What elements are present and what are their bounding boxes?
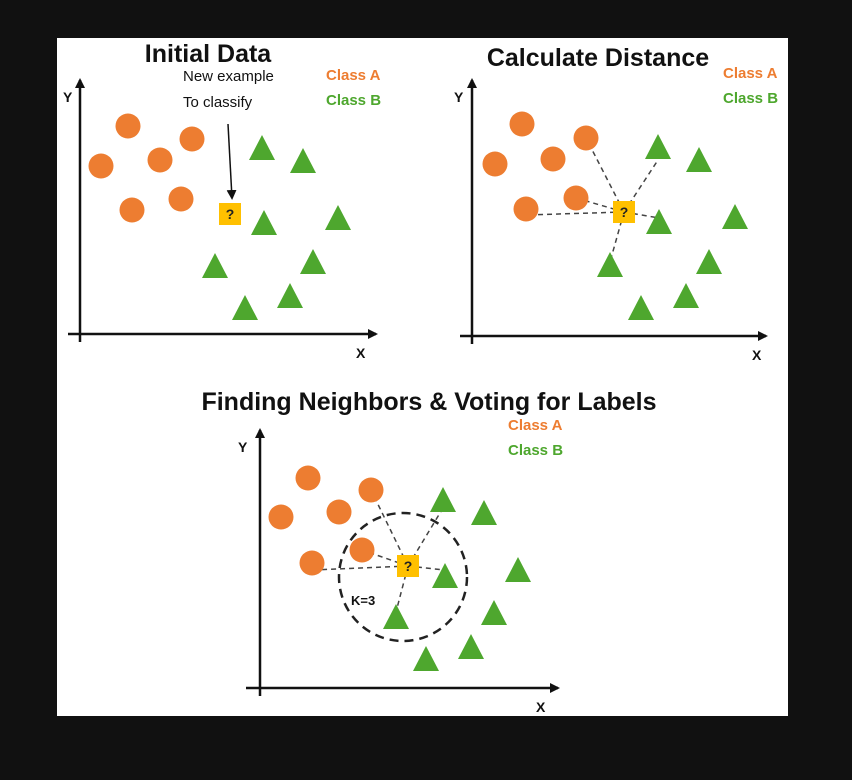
unknown-point: ? bbox=[219, 203, 241, 225]
class-b-point bbox=[325, 205, 351, 230]
class-b-point bbox=[481, 600, 507, 625]
y-axis-label: Y bbox=[454, 89, 464, 105]
class-b-point bbox=[458, 634, 484, 659]
unknown-point: ? bbox=[397, 555, 419, 577]
panel-initial-data: Initial Data Y X New example To classify… bbox=[63, 40, 381, 361]
distance-line bbox=[525, 211, 625, 216]
class-a-points bbox=[88, 113, 205, 223]
class-a-points bbox=[268, 465, 384, 576]
class-b-point bbox=[300, 249, 326, 274]
distance-line bbox=[395, 565, 409, 613]
white-panel bbox=[57, 38, 788, 716]
unknown-point: ? bbox=[613, 201, 635, 223]
class-b-points bbox=[383, 487, 531, 671]
class-b-point bbox=[232, 295, 258, 320]
unknown-point-label: ? bbox=[620, 204, 629, 220]
class-b-point bbox=[432, 563, 458, 588]
class-a-point bbox=[295, 465, 321, 491]
annotation-line-1: New example bbox=[183, 68, 274, 85]
distance-line bbox=[623, 211, 660, 219]
legend-class-b: Class B bbox=[326, 92, 381, 109]
y-axis-label: Y bbox=[238, 439, 248, 455]
class-a-point bbox=[349, 537, 375, 563]
class-a-point bbox=[179, 126, 205, 152]
legend-class-a: Class A bbox=[723, 65, 778, 82]
class-b-point bbox=[673, 283, 699, 308]
axes: Y X bbox=[238, 428, 560, 715]
distance-line bbox=[311, 565, 409, 571]
distance-line bbox=[585, 137, 625, 213]
class-b-point bbox=[413, 646, 439, 671]
class-b-point bbox=[696, 249, 722, 274]
legend-class-a: Class A bbox=[326, 67, 381, 84]
unknown-point-label: ? bbox=[226, 206, 235, 222]
y-axis-label: Y bbox=[63, 89, 73, 105]
class-a-point bbox=[115, 113, 141, 139]
class-a-point bbox=[147, 147, 173, 173]
class-a-point bbox=[482, 151, 508, 177]
class-b-point bbox=[645, 134, 671, 159]
class-b-point bbox=[686, 147, 712, 172]
annotation-arrow bbox=[226, 123, 237, 200]
distance-line bbox=[407, 565, 445, 571]
class-a-point bbox=[299, 550, 325, 576]
legend-class-a: Class A bbox=[508, 417, 563, 434]
k-value-label: K=3 bbox=[351, 593, 375, 608]
class-a-point bbox=[563, 185, 589, 211]
panel-title: Calculate Distance bbox=[487, 44, 709, 72]
unknown-point-box bbox=[219, 203, 241, 225]
class-b-point bbox=[430, 487, 456, 512]
axes: Y X bbox=[63, 78, 378, 361]
annotation-line-2: To classify bbox=[183, 94, 253, 111]
class-a-point bbox=[268, 504, 294, 530]
class-b-point bbox=[646, 209, 672, 234]
class-a-point bbox=[540, 146, 566, 172]
class-a-point bbox=[88, 153, 114, 179]
class-b-point bbox=[251, 210, 277, 235]
legend-class-b: Class B bbox=[508, 442, 563, 459]
class-b-point bbox=[471, 500, 497, 525]
panel-title: Finding Neighbors & Voting for Labels bbox=[201, 388, 656, 416]
class-a-point bbox=[509, 111, 535, 137]
class-a-point bbox=[513, 196, 539, 222]
class-b-point bbox=[277, 283, 303, 308]
class-b-points bbox=[597, 134, 748, 320]
k-neighborhood-circle bbox=[337, 511, 469, 643]
x-axis-label: X bbox=[536, 699, 546, 715]
panel-calculate-distance: Calculate Distance Y X Class A Class B bbox=[454, 44, 778, 363]
class-a-point bbox=[358, 477, 384, 503]
panel-finding-neighbors: Finding Neighbors & Voting for Labels Y … bbox=[201, 388, 656, 715]
class-a-point bbox=[119, 197, 145, 223]
class-a-point bbox=[573, 125, 599, 151]
class-b-point bbox=[597, 252, 623, 277]
unknown-point-label: ? bbox=[404, 558, 413, 574]
legend-class-b: Class B bbox=[723, 90, 778, 107]
class-b-points bbox=[202, 135, 351, 320]
class-b-point bbox=[290, 148, 316, 173]
class-a-points bbox=[482, 111, 599, 222]
panel-title: Initial Data bbox=[145, 40, 273, 68]
class-b-point bbox=[249, 135, 275, 160]
x-axis-label: X bbox=[752, 347, 762, 363]
class-b-point bbox=[722, 204, 748, 229]
unknown-point-box bbox=[397, 555, 419, 577]
class-a-point bbox=[168, 186, 194, 212]
x-axis-label: X bbox=[356, 345, 366, 361]
class-b-point bbox=[383, 604, 409, 629]
class-b-point bbox=[202, 253, 228, 278]
class-b-point bbox=[628, 295, 654, 320]
class-b-point bbox=[505, 557, 531, 582]
class-a-point bbox=[326, 499, 352, 525]
axes: Y X bbox=[454, 78, 768, 363]
unknown-point-box bbox=[613, 201, 635, 223]
